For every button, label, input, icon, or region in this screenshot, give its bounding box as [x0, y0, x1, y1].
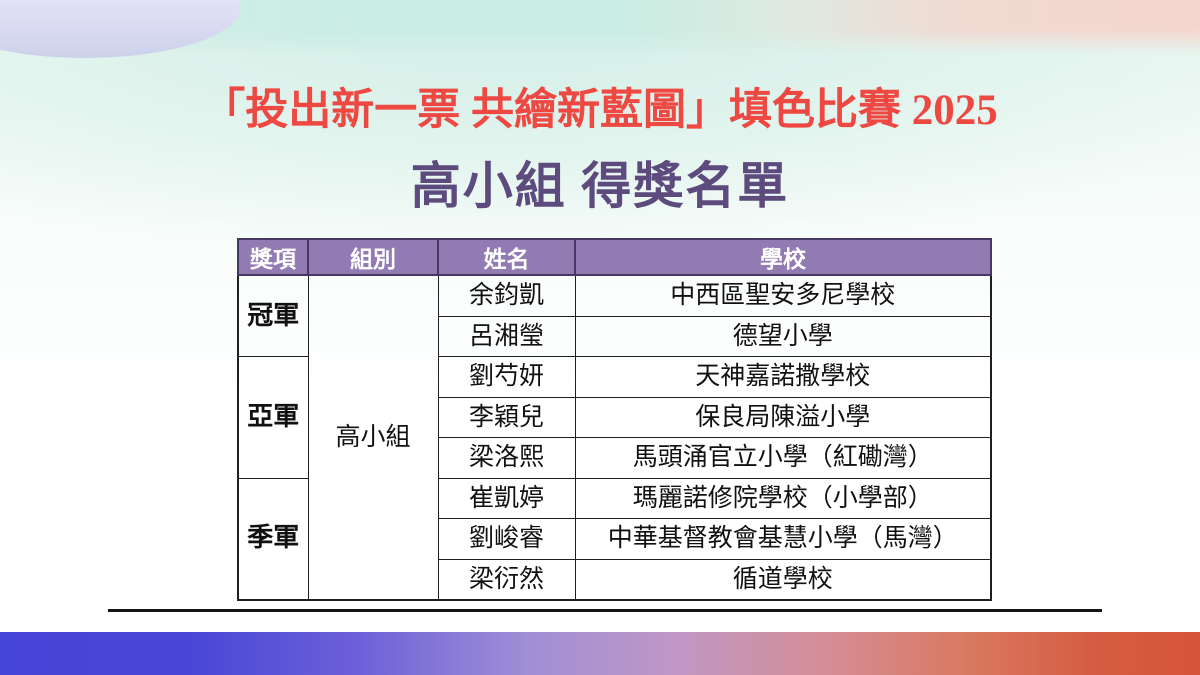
award-cell: 冠軍	[237, 274, 309, 357]
header-row: 獎項 組別 姓名 學校	[237, 238, 992, 276]
school-cell: 中華基督教會基慧小學（馬灣）	[574, 518, 992, 560]
name-cell: 余鈞凱	[437, 274, 576, 317]
results-table-body: 冠軍 高小組 余鈞凱 中西區聖安多尼學校 呂湘瑩 德望小學 亞軍 劉芍妍 天神嘉諾撒學校 李穎兒保…	[237, 274, 992, 601]
name-cell: 李穎兒	[437, 396, 576, 438]
table-row: 亞軍 劉芍妍 天神嘉諾撒學校	[237, 356, 992, 479]
award-cell: 季軍	[237, 477, 309, 601]
school-cell: 天神嘉諾撒學校	[574, 356, 992, 398]
divider-line	[108, 609, 1102, 612]
name-cell: 劉芍妍	[437, 356, 576, 398]
school-cell: 馬頭涌官立小學（紅磡灣）	[574, 437, 992, 479]
award-cell: 亞軍	[237, 356, 309, 479]
school-cell: 中西區聖安多尼學校	[574, 274, 992, 317]
header-group: 組別	[307, 238, 439, 276]
contest-title: 「投出新一票 共繪新藍圖」填色比賽 2025	[202, 87, 998, 134]
school-cell: 德望小學	[574, 315, 992, 357]
bottom-gradient-band	[0, 632, 1200, 675]
header-award: 獎項	[237, 238, 309, 276]
name-cell: 呂湘瑩	[437, 315, 576, 357]
table-row: 梁洛熙 馬頭涌官立小學（紅磡灣）	[238, 437, 992, 479]
results-table: 獎項 組別 姓名 學校 冠軍 高小組 余鈞凱 中西區聖安多尼學校 呂湘瑩 德望小學 亞軍 劉芍…	[237, 238, 992, 601]
group-cell: 高小組	[307, 274, 439, 601]
table-row: 冠軍 高小組 余鈞凱 中西區聖安多尼學校	[237, 274, 992, 601]
school-cell: 瑪麗諾修院學校（小學部）	[574, 477, 992, 519]
table-row: 呂湘瑩 德望小學	[238, 315, 992, 357]
name-cell: 崔凱婷	[437, 477, 576, 519]
table-row: 梁衍然 循道學校	[238, 558, 992, 601]
school-cell: 保良局陳溢小學	[574, 396, 992, 438]
table-row: 李穎兒 保良局陳溢小學	[238, 396, 992, 438]
header-school: 學校	[574, 238, 992, 276]
award-list-title: 高小組 得獎名單	[410, 158, 790, 214]
results-table-header: 獎項 組別 姓名 學校	[237, 238, 992, 276]
name-cell: 梁洛熙	[437, 437, 576, 479]
name-cell: 梁衍然	[437, 558, 576, 601]
name-cell: 劉峻睿	[437, 518, 576, 560]
header-name: 姓名	[437, 238, 576, 276]
school-cell: 循道學校	[574, 558, 992, 601]
